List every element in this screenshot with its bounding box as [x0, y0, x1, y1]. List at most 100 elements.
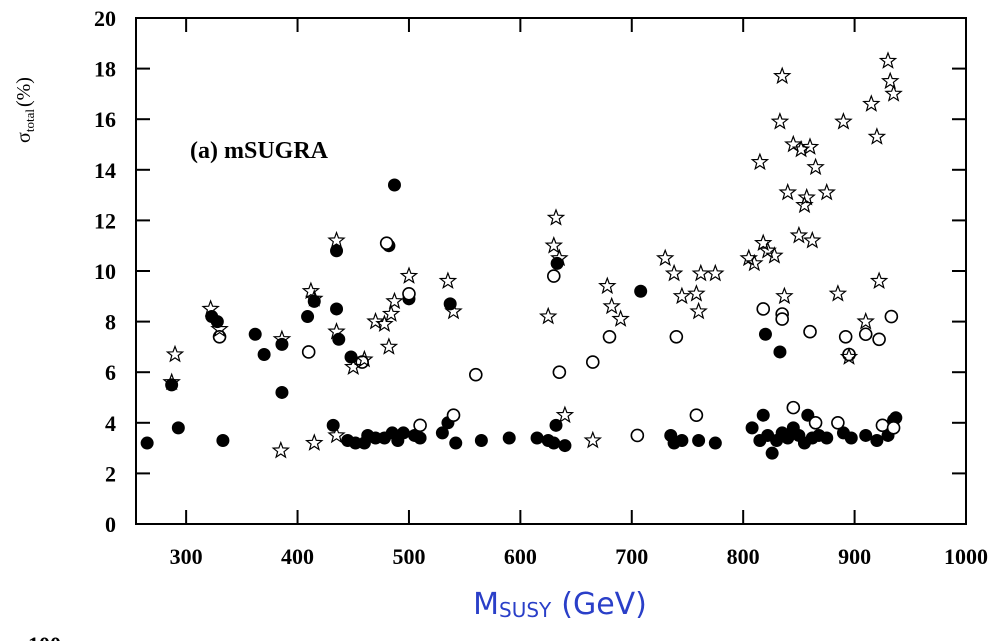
point	[611, 309, 630, 327]
point	[675, 434, 689, 448]
point	[872, 332, 886, 347]
y-label-symbol: σ	[13, 132, 35, 143]
point	[201, 299, 220, 317]
point	[758, 327, 772, 341]
point	[502, 431, 516, 445]
point	[474, 434, 488, 448]
point	[765, 446, 779, 460]
point	[834, 111, 853, 130]
point	[806, 157, 825, 176]
point	[839, 347, 859, 365]
point	[435, 426, 449, 440]
point	[602, 296, 621, 315]
x-label-unit: (GeV)	[561, 587, 647, 622]
x-tick-label: 400	[281, 544, 314, 569]
point	[257, 347, 271, 361]
point	[820, 431, 834, 445]
point	[550, 248, 569, 267]
point	[140, 436, 154, 450]
point	[385, 291, 404, 310]
point	[753, 233, 773, 251]
point	[546, 208, 566, 226]
y-tick-label: 18	[94, 57, 116, 82]
point	[399, 266, 419, 284]
point	[301, 281, 321, 300]
point	[689, 408, 704, 423]
point	[786, 400, 801, 415]
point	[800, 137, 820, 155]
y-tick-label: 10	[94, 259, 116, 284]
point	[745, 421, 759, 435]
point	[387, 178, 401, 192]
point	[330, 302, 344, 316]
point	[165, 378, 179, 392]
point	[355, 349, 374, 368]
point	[838, 329, 853, 344]
point	[449, 436, 463, 450]
point	[803, 324, 817, 339]
y-tick-label: 16	[94, 107, 116, 132]
point	[708, 436, 722, 450]
point	[327, 321, 346, 340]
y-tick-label: 4	[105, 411, 116, 436]
point	[781, 431, 795, 445]
point	[468, 367, 483, 382]
point	[878, 51, 898, 69]
point	[869, 271, 889, 289]
point	[817, 182, 836, 201]
point	[547, 436, 561, 450]
y-label-unit: (%)	[13, 77, 35, 107]
y-tick-label: 20	[94, 6, 116, 31]
point	[301, 345, 316, 359]
point	[784, 134, 803, 153]
point	[558, 439, 572, 453]
point	[369, 431, 383, 445]
point	[867, 127, 887, 145]
point	[538, 306, 558, 325]
point	[870, 434, 884, 448]
point	[165, 344, 185, 363]
point	[272, 329, 292, 348]
point	[789, 225, 809, 244]
point	[438, 271, 458, 290]
point	[884, 84, 903, 102]
point	[884, 309, 899, 324]
point	[886, 421, 901, 435]
point	[413, 431, 427, 445]
point	[330, 244, 344, 258]
point	[248, 327, 262, 341]
point	[444, 301, 463, 320]
point	[630, 428, 645, 443]
point	[692, 434, 706, 448]
point	[555, 405, 575, 424]
point	[778, 182, 798, 201]
point	[775, 286, 794, 305]
point	[772, 66, 792, 85]
x-tick-label: 600	[504, 544, 537, 569]
point	[859, 428, 873, 442]
point	[549, 418, 563, 432]
y-tick-label: 2	[105, 461, 116, 486]
point	[271, 440, 291, 459]
point	[327, 425, 346, 444]
x-label-subscript: SUSY	[499, 598, 552, 622]
point	[856, 311, 875, 330]
point	[343, 357, 363, 376]
point	[602, 329, 617, 344]
point	[366, 311, 385, 330]
point	[348, 436, 362, 450]
point	[875, 418, 890, 433]
point	[634, 284, 648, 298]
point	[598, 276, 617, 295]
x-tick-label: 800	[727, 544, 760, 569]
point	[443, 297, 457, 311]
y-label-subscript: total	[22, 109, 37, 132]
x-tick-label: 500	[392, 544, 425, 569]
x-tick-label: 1000	[944, 544, 988, 569]
y-axis-label: σtotal (%)	[13, 77, 37, 143]
point	[583, 430, 603, 449]
y-tick-label: 6	[105, 360, 116, 385]
point	[402, 286, 416, 301]
point	[171, 421, 185, 435]
